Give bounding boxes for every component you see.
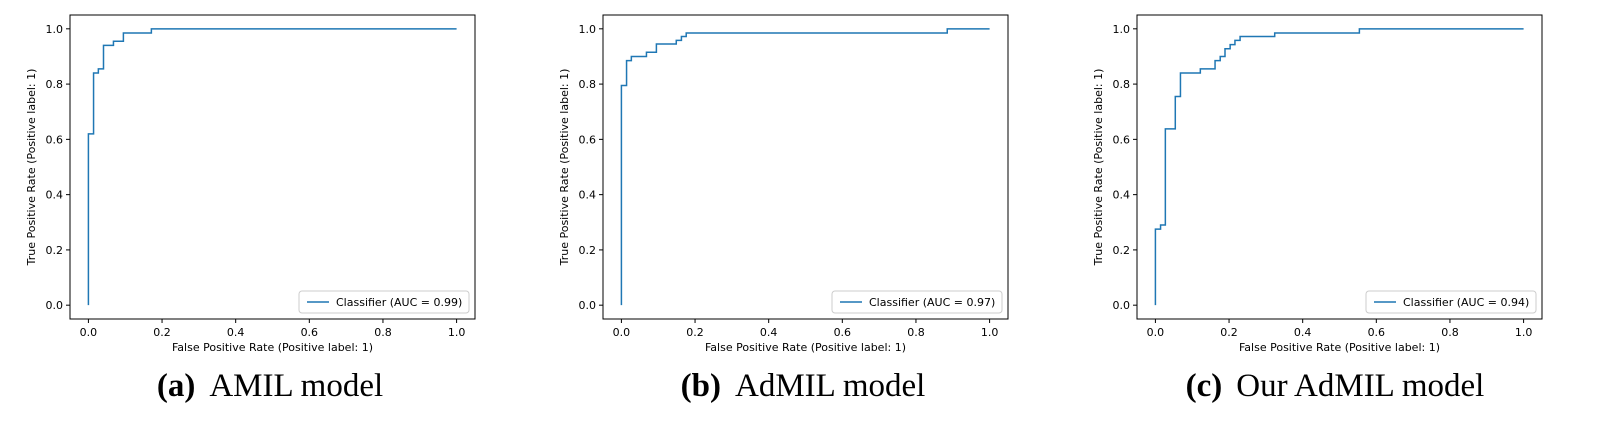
x-tick-label-c: 1.0 bbox=[1515, 326, 1533, 339]
caption-a-letter: (a) bbox=[156, 368, 196, 404]
x-tick-label-b: 0.8 bbox=[907, 326, 925, 339]
y-tick-label-b: 0.8 bbox=[579, 78, 597, 91]
legend-box-b bbox=[831, 290, 1003, 314]
x-tick-label-a: 0.4 bbox=[227, 326, 245, 339]
y-tick-label-a: 0.4 bbox=[46, 189, 64, 202]
plot-frame-c bbox=[1136, 14, 1543, 320]
roc-curve-c bbox=[1154, 28, 1524, 306]
caption-a: (a) AMIL model bbox=[60, 368, 480, 418]
y-tick-label-b: 1.0 bbox=[579, 23, 597, 36]
y-tick-label-c: 0.0 bbox=[1113, 299, 1131, 312]
x-tick-label-a: 0.0 bbox=[80, 326, 98, 339]
panel-c: 0.0 0.2 0.4 0.6 0.8 1.0 0.0 0.2 0.4 0.6 0.8 1.0 Fals… bbox=[1092, 14, 1543, 354]
y-axis-label-b: True Positive Rate (Positive label: 1) bbox=[558, 69, 571, 267]
x-tick-label-a: 0.8 bbox=[374, 326, 392, 339]
x-axis-label-c: False Positive Rate (Positive label: 1) bbox=[1239, 341, 1440, 354]
x-tick-label-b: 0.6 bbox=[834, 326, 852, 339]
legend-box-a bbox=[298, 290, 470, 314]
x-tick-label-c: 0.6 bbox=[1368, 326, 1386, 339]
y-tick-label-c: 1.0 bbox=[1113, 23, 1131, 36]
legend-label-b: Classifier (AUC = 0.97) bbox=[869, 296, 995, 309]
legend-a: Classifier (AUC = 0.99) bbox=[298, 290, 470, 314]
x-tick-label-a: 0.2 bbox=[153, 326, 171, 339]
x-tick-label-a: 0.6 bbox=[301, 326, 319, 339]
caption-b-letter: (b) bbox=[680, 368, 721, 404]
y-tick-label-a: 1.0 bbox=[46, 23, 64, 36]
y-axis-label-c: True Positive Rate (Positive label: 1) bbox=[1092, 69, 1105, 267]
x-tick-label-b: 0.2 bbox=[686, 326, 704, 339]
y-tick-label-a: 0.0 bbox=[46, 299, 64, 312]
legend-label-c: Classifier (AUC = 0.94) bbox=[1403, 296, 1529, 309]
y-tick-label-a: 0.2 bbox=[46, 244, 64, 257]
panel-b: 0.0 0.2 0.4 0.6 0.8 1.0 0.0 0.2 0.4 0.6 0.8 1.0 Fals… bbox=[558, 14, 1009, 354]
y-tick-label-c: 0.4 bbox=[1113, 189, 1131, 202]
y-tick-label-a: 0.6 bbox=[46, 133, 64, 146]
caption-b: (b) AdMIL model bbox=[593, 368, 1013, 418]
x-tick-label-c: 0.0 bbox=[1147, 326, 1165, 339]
y-tick-label-b: 0.4 bbox=[579, 189, 597, 202]
caption-b-text: AdMIL model bbox=[735, 368, 926, 404]
y-tick-label-c: 0.8 bbox=[1113, 78, 1131, 91]
y-tick-label-b: 0.6 bbox=[579, 133, 597, 146]
legend-b: Classifier (AUC = 0.97) bbox=[831, 290, 1003, 314]
x-tick-label-b: 0.4 bbox=[760, 326, 778, 339]
x-axis-label-b: False Positive Rate (Positive label: 1) bbox=[705, 341, 906, 354]
caption-c: (c) Our AdMIL model bbox=[1125, 368, 1545, 418]
y-tick-label-b: 0.2 bbox=[579, 244, 597, 257]
caption-c-letter: (c) bbox=[1185, 368, 1223, 404]
plot-frame-b bbox=[602, 14, 1009, 320]
legend-label-a: Classifier (AUC = 0.99) bbox=[336, 296, 462, 309]
caption-c-text: Our AdMIL model bbox=[1236, 368, 1485, 404]
roc-curve-a bbox=[87, 28, 457, 306]
y-tick-label-a: 0.8 bbox=[46, 78, 64, 91]
x-tick-label-c: 0.4 bbox=[1294, 326, 1312, 339]
roc-curve-b bbox=[620, 28, 990, 306]
caption-a-text: AMIL model bbox=[209, 368, 384, 404]
y-tick-label-c: 0.6 bbox=[1113, 133, 1131, 146]
x-tick-label-c: 0.8 bbox=[1441, 326, 1459, 339]
x-axis-label-a: False Positive Rate (Positive label: 1) bbox=[172, 341, 373, 354]
legend-box-c bbox=[1365, 290, 1537, 314]
x-tick-label-b: 0.0 bbox=[613, 326, 631, 339]
x-tick-label-a: 1.0 bbox=[448, 326, 466, 339]
x-tick-label-b: 1.0 bbox=[981, 326, 999, 339]
plot-frame-a bbox=[69, 14, 476, 320]
panel-a: 0.0 0.2 0.4 0.6 0.8 1.0 0.0 0.2 0.4 0.6 0.8 1.0 Fals… bbox=[25, 14, 476, 354]
y-tick-label-c: 0.2 bbox=[1113, 244, 1131, 257]
y-axis-label-a: True Positive Rate (Positive label: 1) bbox=[25, 69, 38, 267]
x-tick-label-c: 0.2 bbox=[1220, 326, 1238, 339]
legend-c: Classifier (AUC = 0.94) bbox=[1365, 290, 1537, 314]
y-tick-label-b: 0.0 bbox=[579, 299, 597, 312]
